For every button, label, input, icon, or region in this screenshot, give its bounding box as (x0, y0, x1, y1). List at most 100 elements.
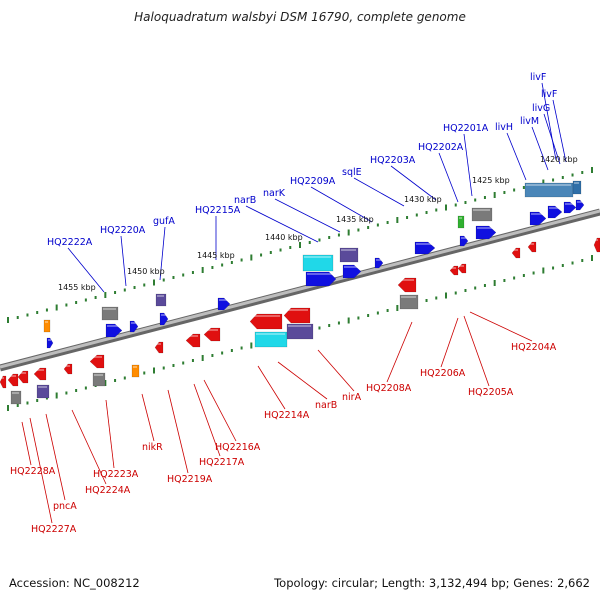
track-tick (513, 276, 516, 280)
track-tick (406, 216, 409, 219)
kbp-label: 1455 kbp (58, 283, 96, 292)
leader-line-lower (386, 321, 413, 383)
gene-label-lower: HQ2214A (264, 410, 310, 421)
track-tick (45, 308, 48, 312)
gene-forward (129, 320, 139, 333)
track-tick (581, 259, 584, 262)
gene-orange-shine (133, 366, 137, 368)
gene-reverse-shine (65, 365, 70, 367)
track-tick (123, 376, 126, 380)
track-tick (104, 380, 107, 386)
gene-label-upper: narK (263, 188, 286, 199)
track-tick (591, 167, 593, 173)
track-tick (522, 186, 525, 189)
gene-forward-shine (161, 314, 166, 316)
track-tick (493, 280, 496, 286)
track-tick (250, 254, 253, 261)
track-tick (260, 253, 263, 257)
gene-orange (131, 364, 140, 378)
gene-pseudo-shine (103, 308, 116, 310)
gene-other (155, 293, 167, 307)
track-tick (299, 242, 301, 248)
gene-reverse (154, 341, 164, 354)
track-tick (269, 251, 272, 254)
gene-pseudo (471, 207, 493, 222)
figure-title: Haloquadratum walsbyi DSM 16790, complet… (134, 10, 466, 24)
gene-forward (414, 241, 436, 255)
leader-line-lower (45, 413, 66, 501)
track-tick (483, 284, 486, 287)
gene-pseudo (399, 294, 419, 310)
kbp-label: 1440 kbp (265, 233, 303, 242)
track-tick (396, 217, 399, 223)
gene-forward-shine (577, 201, 582, 203)
gene-label-lower: HQ2206A (420, 368, 466, 379)
gene-rna-shine (304, 256, 331, 258)
gene-reverse (511, 247, 521, 259)
backbone-highlight (0, 209, 600, 369)
gene-forward (105, 323, 123, 338)
track-tick (279, 248, 282, 252)
track-tick (464, 201, 467, 204)
gene-pseudo-shine (94, 374, 103, 376)
gene-reverse (7, 373, 19, 387)
track-tick (552, 266, 555, 270)
leader-line-lower (105, 399, 115, 469)
track-tick (435, 208, 438, 212)
gene-forward (217, 297, 231, 311)
gene-reverse (63, 363, 73, 375)
track-tick (367, 226, 370, 229)
track-tick (454, 291, 457, 295)
gene-reverse-shine (459, 265, 464, 267)
gene-reverse (185, 333, 201, 348)
track-tick (211, 354, 214, 357)
track-tick (7, 317, 9, 323)
track-tick (445, 292, 447, 299)
gene-pseudo (10, 390, 22, 405)
leader-line-upper (438, 152, 459, 203)
track-tick (367, 314, 370, 317)
gene-reverse (249, 313, 283, 330)
track-tick (84, 298, 87, 302)
track-tick (445, 204, 447, 211)
track-tick (153, 279, 155, 286)
track-tick (7, 405, 9, 411)
leader-line-lower (71, 409, 107, 485)
track-tick (337, 233, 340, 237)
track-tick (172, 276, 175, 279)
gene-forward (46, 337, 54, 349)
gene-reverse (449, 265, 459, 276)
track-tick (464, 289, 467, 292)
track-tick (230, 349, 233, 352)
gene-pseudo-shine (12, 392, 19, 394)
gene-livH-cluster-shine (526, 184, 571, 186)
gene-forward (305, 271, 337, 287)
gene-reverse-shine (251, 315, 280, 317)
track-tick (571, 173, 574, 177)
track-tick (337, 321, 340, 325)
track-tick (201, 355, 204, 361)
gene-label-lower: HQ2224A (85, 485, 131, 496)
track-tick (55, 304, 58, 311)
gene-forward-shine (131, 322, 136, 324)
track-tick (162, 366, 165, 370)
track-tick (191, 359, 194, 362)
track-tick (114, 291, 117, 294)
track-tick (201, 267, 204, 273)
track-tick (503, 191, 506, 194)
leader-line-lower (469, 311, 533, 342)
topology-text: Topology: circular; Length: 3,132,494 bp… (274, 576, 590, 590)
gene-green-shine (459, 217, 462, 219)
gene-forward (459, 235, 469, 247)
track-tick (123, 288, 126, 292)
gene-label-lower: HQ2227A (31, 524, 77, 535)
gene-pseudo-shine (401, 296, 416, 298)
leader-line-upper (531, 126, 549, 171)
track-tick (26, 401, 29, 405)
gene-forward-shine (531, 213, 544, 215)
gene-reverse-shine (513, 249, 518, 251)
gene-reverse-shine (529, 243, 534, 245)
gene-forward-shine (376, 259, 381, 261)
gene-reverse-shine (451, 267, 456, 269)
track-tick (65, 303, 68, 307)
